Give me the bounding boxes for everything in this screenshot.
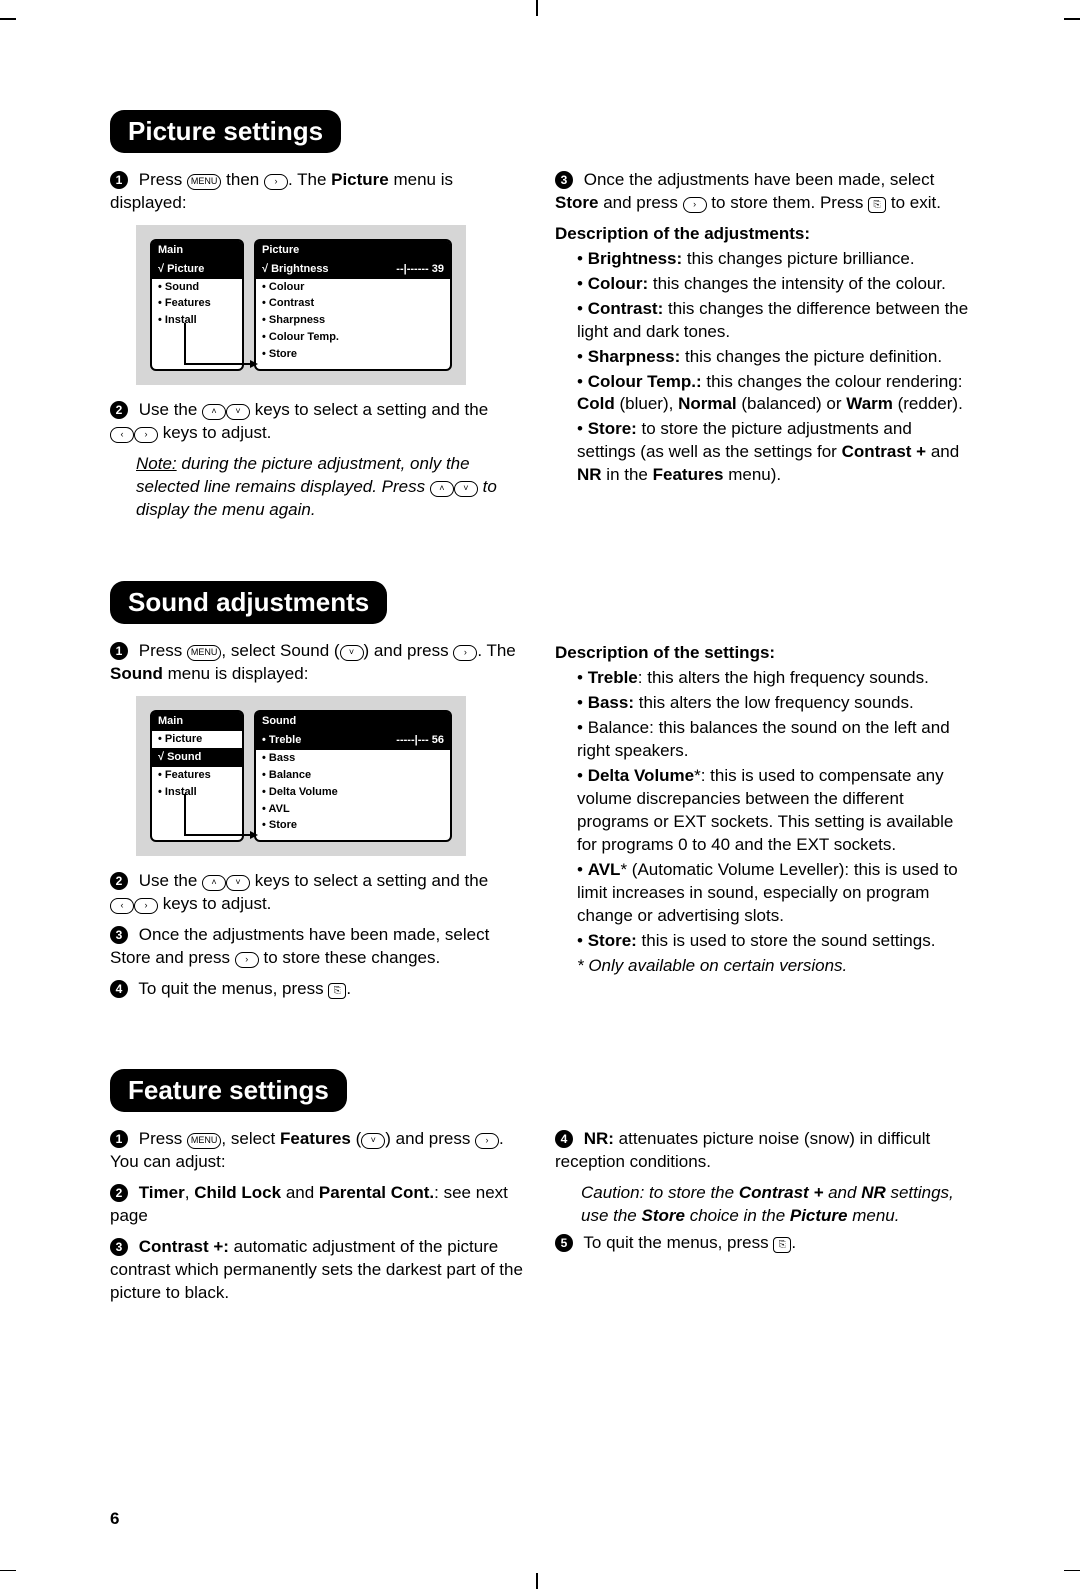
page-number: 6 [110, 1509, 119, 1529]
step-2-icon: 2 [110, 401, 128, 419]
section-picture: Picture settings 1 Press MENU then ›. Th… [110, 110, 970, 521]
picture-note: Note: during the picture adjustment, onl… [136, 453, 525, 522]
step-1-icon: 1 [110, 171, 128, 189]
manual-page: Picture settings 1 Press MENU then ›. Th… [0, 0, 1080, 1589]
picture-menu-graphic: Main √ Picture • Sound • Features • Inst… [136, 225, 466, 385]
right-key-icon: › [264, 174, 288, 190]
down-key-icon: ˅ [226, 404, 250, 420]
feature-left-col: 1 Press MENU, select Features (˅) and pr… [110, 1124, 525, 1313]
left-key-icon: ‹ [110, 427, 134, 443]
exit-key-icon: ⎘ [868, 197, 886, 213]
section-feature: Feature settings 1 Press MENU, select Fe… [110, 1069, 970, 1313]
step-3-icon: 3 [555, 171, 573, 189]
section-title-feature: Feature settings [110, 1069, 347, 1112]
section-title-sound: Sound adjustments [110, 581, 387, 624]
picture-right-col: 3 Once the adjustments have been made, s… [555, 165, 970, 521]
up-key-icon: ˄ [202, 404, 226, 420]
feature-right-col: 4 NR: attenuates picture noise (snow) in… [555, 1124, 970, 1313]
section-sound: Sound adjustments 1 Press MENU, select S… [110, 581, 970, 1008]
right-key-icon: › [134, 427, 158, 443]
sound-left-col: 1 Press MENU, select Sound (˅) and press… [110, 636, 525, 1008]
picture-left-col: 1 Press MENU then ›. The Picture menu is… [110, 165, 525, 521]
menu-link-arrow-icon [184, 794, 256, 836]
sound-right-col: Description of the settings: • Treble: t… [555, 636, 970, 1008]
section-title-picture: Picture settings [110, 110, 341, 153]
menu-key-icon: MENU [187, 174, 222, 190]
sound-menu-graphic: Main • Picture √ Sound • Features • Inst… [136, 696, 466, 856]
menu-link-arrow-icon [184, 323, 256, 365]
